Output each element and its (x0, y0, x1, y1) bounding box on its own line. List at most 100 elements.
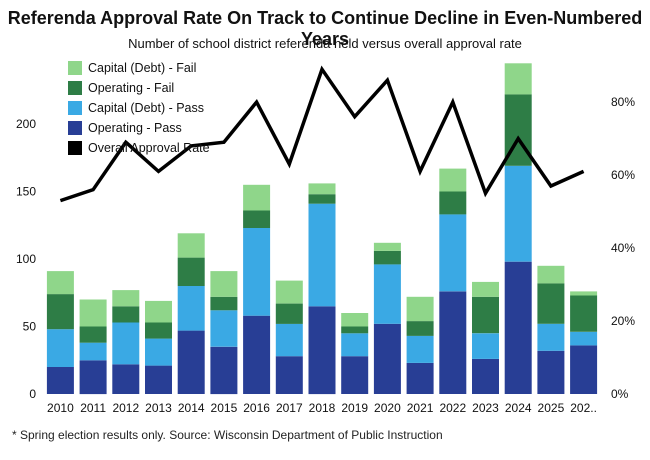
legend-swatch-approval-rate (68, 141, 82, 155)
y-left-tick-50: 50 (23, 320, 37, 334)
bar-operating-pass-12 (439, 291, 467, 394)
x-tick-11: 2021 (407, 401, 434, 415)
bar-operating-pass-4 (177, 330, 205, 394)
x-tick-1: 2011 (80, 401, 106, 415)
legend-item-approval-rate: Overall Approval Rate (68, 138, 210, 158)
bar-capital-debt-pass-0 (46, 329, 74, 367)
bar-operating-fail-12 (439, 191, 467, 215)
bar-capital-debt-pass-5 (210, 310, 238, 347)
approval-rate-line (59, 65, 585, 203)
bar-operating-fail-16 (570, 295, 598, 332)
bar-capital-debt-fail-8 (308, 183, 336, 195)
bar-capital-debt-fail-7 (275, 280, 303, 304)
bar-capital-debt-fail-9 (341, 313, 369, 327)
x-tick-3: 2013 (145, 401, 172, 415)
bar-operating-fail-0 (46, 294, 74, 330)
legend-label-approval-rate: Overall Approval Rate (88, 141, 210, 155)
bar-operating-pass-0 (46, 367, 74, 394)
legend-label-capital-pass: Capital (Debt) - Pass (88, 101, 205, 115)
y-left-tick-200: 200 (16, 117, 36, 131)
bar-capital-debt-pass-4 (177, 286, 205, 331)
bar-operating-fail-4 (177, 257, 205, 286)
legend: Capital (Debt) - Fail Operating - Fail C… (68, 58, 210, 158)
bar-capital-debt-pass-12 (439, 214, 467, 292)
bar-operating-pass-2 (112, 364, 140, 394)
bar-capital-debt-fail-1 (79, 299, 107, 327)
bar-operating-fail-1 (79, 326, 107, 343)
bar-operating-pass-8 (308, 306, 336, 395)
bar-capital-debt-pass-11 (406, 335, 434, 363)
bar-capital-debt-fail-16 (570, 291, 598, 296)
bar-capital-debt-pass-15 (537, 323, 565, 351)
bar-capital-debt-fail-12 (439, 168, 467, 192)
y-right-tick-1: 20% (611, 314, 635, 328)
bar-operating-pass-5 (210, 346, 238, 395)
bar-capital-debt-pass-9 (341, 333, 369, 357)
x-tick-16: 202.. (570, 401, 597, 415)
x-tick-0: 2010 (47, 401, 74, 415)
bar-operating-fail-9 (341, 326, 369, 334)
bar-operating-pass-10 (373, 323, 401, 394)
bar-capital-debt-pass-3 (145, 338, 172, 366)
legend-item-operating-fail: Operating - Fail (68, 78, 210, 98)
bar-operating-pass-1 (79, 360, 107, 395)
footnote: * Spring election results only. Source: … (12, 428, 443, 442)
bar-capital-debt-fail-15 (537, 265, 565, 284)
bar-operating-fail-3 (145, 322, 172, 339)
bar-capital-debt-fail-0 (46, 271, 74, 295)
legend-label-operating-pass: Operating - Pass (88, 121, 182, 135)
bar-capital-debt-fail-2 (112, 290, 140, 307)
bar-capital-debt-pass-13 (472, 333, 499, 359)
bar-operating-fail-11 (406, 321, 434, 336)
x-tick-7: 2017 (276, 401, 303, 415)
bar-capital-debt-pass-16 (570, 331, 598, 346)
chart-subtitle: Number of school district referenda held… (128, 36, 522, 51)
chart-title: Referenda Approval Rate On Track to Cont… (7, 8, 643, 49)
x-tick-5: 2015 (211, 401, 238, 415)
bar-operating-fail-15 (537, 283, 565, 324)
bar-capital-debt-pass-14 (504, 165, 532, 262)
bar-capital-debt-pass-8 (308, 203, 336, 307)
bar-operating-fail-7 (275, 303, 303, 324)
bar-operating-fail-2 (112, 306, 140, 323)
x-tick-10: 2020 (374, 401, 401, 415)
legend-swatch-capital-fail (68, 61, 82, 75)
bar-capital-debt-pass-1 (79, 342, 107, 361)
bar-operating-pass-6 (243, 315, 271, 394)
bar-operating-fail-6 (243, 210, 271, 228)
bar-capital-debt-fail-10 (373, 242, 401, 251)
x-tick-9: 2019 (341, 401, 368, 415)
bar-operating-pass-11 (406, 362, 434, 394)
y-left-tick-0: 0 (29, 387, 36, 401)
bar-operating-pass-3 (145, 365, 172, 394)
bar-capital-debt-fail-11 (406, 296, 434, 322)
legend-label-operating-fail: Operating - Fail (88, 81, 175, 95)
bar-capital-debt-fail-6 (243, 184, 271, 211)
x-tick-4: 2014 (178, 401, 205, 415)
x-tick-6: 2016 (243, 401, 270, 415)
legend-swatch-operating-fail (68, 81, 82, 95)
bar-capital-debt-fail-5 (210, 271, 238, 297)
bar-operating-pass-7 (275, 356, 303, 394)
bar-operating-pass-15 (537, 350, 565, 394)
bar-capital-debt-pass-7 (275, 323, 303, 357)
x-tick-12: 2022 (439, 401, 466, 415)
bar-capital-debt-fail-3 (145, 300, 172, 323)
y-right-tick-2: 40% (611, 241, 635, 255)
x-tick-13: 2023 (472, 401, 499, 415)
bar-capital-debt-fail-4 (177, 233, 205, 258)
bar-operating-fail-8 (308, 194, 336, 204)
legend-item-capital-fail: Capital (Debt) - Fail (68, 58, 210, 78)
bar-capital-debt-fail-14 (504, 63, 532, 95)
y-left-tick-150: 150 (16, 185, 36, 199)
legend-label-capital-fail: Capital (Debt) - Fail (88, 61, 197, 75)
legend-item-capital-pass: Capital (Debt) - Pass (68, 98, 210, 118)
bar-operating-pass-9 (341, 356, 369, 394)
y-right-tick-4: 80% (611, 95, 635, 109)
y-right-tick-0: 0% (611, 387, 629, 401)
x-tick-2: 2012 (112, 401, 139, 415)
bar-capital-debt-pass-2 (112, 322, 140, 365)
legend-item-operating-pass: Operating - Pass (68, 118, 210, 138)
legend-swatch-capital-pass (68, 101, 82, 115)
